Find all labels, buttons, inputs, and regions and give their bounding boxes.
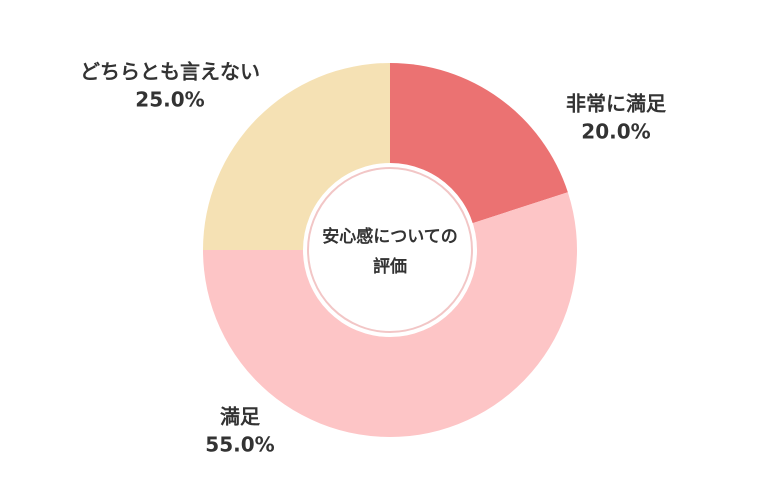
slice-value-label: 20.0% (581, 120, 650, 144)
chart-title: 安心感についての評価 (322, 227, 458, 277)
slice-label: 満足 (220, 405, 261, 429)
slice-label: どちらとも言えない (80, 60, 260, 84)
slice-label: 非常に満足 (566, 92, 667, 116)
donut-hole (303, 163, 477, 337)
donut-ring (307, 167, 473, 333)
slice-value-label: 25.0% (135, 88, 204, 112)
slice-value-label: 55.0% (205, 433, 274, 457)
